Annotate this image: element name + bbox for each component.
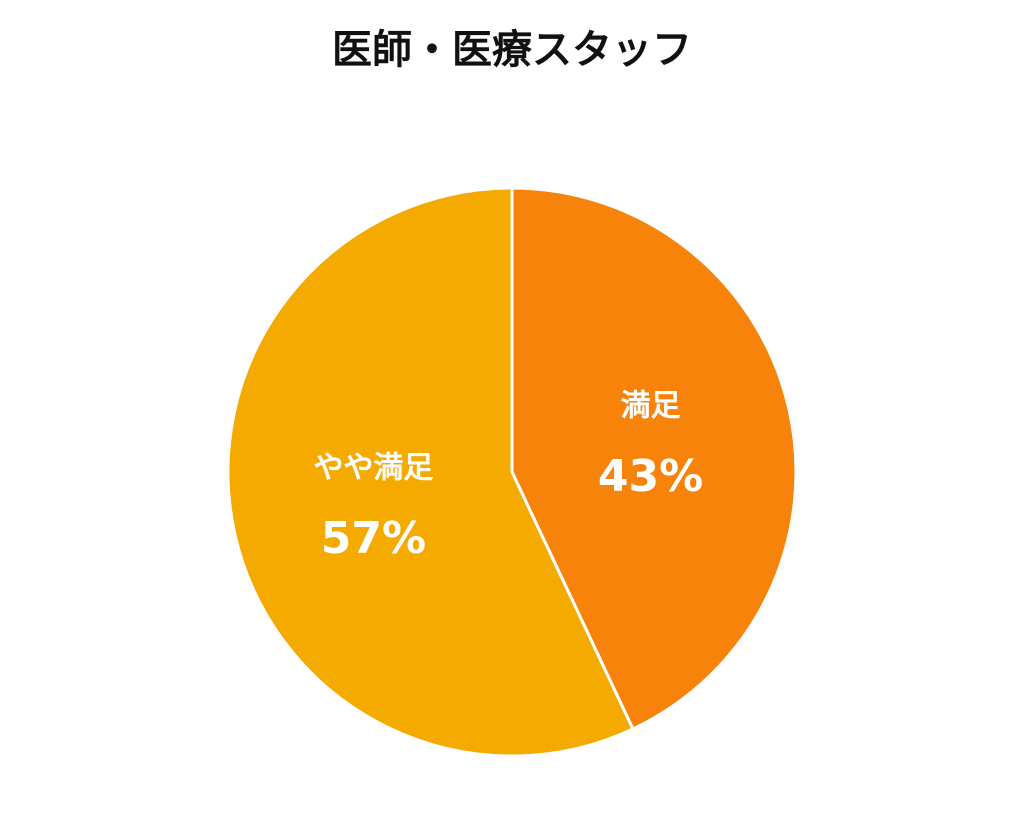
chart-title: 医師・医療スタッフ bbox=[332, 27, 692, 73]
slice-value-label: 57% bbox=[321, 513, 426, 564]
slice-category-label: 満足 bbox=[621, 389, 681, 424]
pie-slice bbox=[510, 186, 798, 731]
pie-slice bbox=[226, 186, 635, 758]
slice-category-label: やや満足 bbox=[313, 450, 433, 485]
slice-value-label: 43% bbox=[598, 451, 703, 502]
